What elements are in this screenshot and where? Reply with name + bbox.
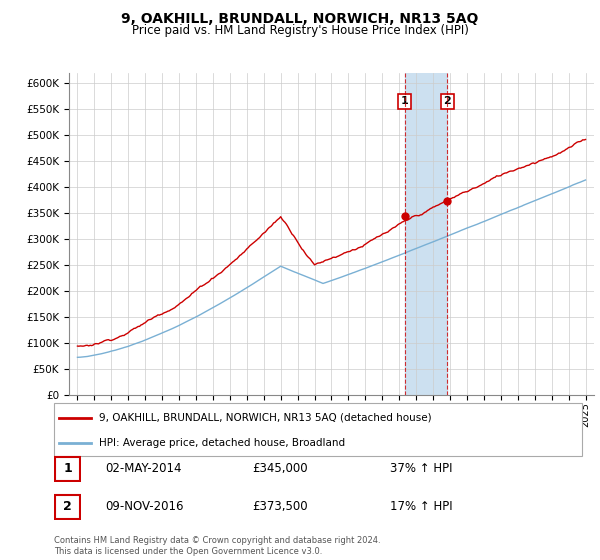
Text: £345,000: £345,000 bbox=[252, 462, 308, 475]
Text: £373,500: £373,500 bbox=[252, 500, 308, 514]
Text: 1: 1 bbox=[401, 96, 409, 106]
Text: 2: 2 bbox=[443, 96, 451, 106]
Text: 9, OAKHILL, BRUNDALL, NORWICH, NR13 5AQ (detached house): 9, OAKHILL, BRUNDALL, NORWICH, NR13 5AQ … bbox=[99, 413, 431, 423]
Text: Contains HM Land Registry data © Crown copyright and database right 2024.
This d: Contains HM Land Registry data © Crown c… bbox=[54, 536, 380, 556]
Text: Price paid vs. HM Land Registry's House Price Index (HPI): Price paid vs. HM Land Registry's House … bbox=[131, 24, 469, 36]
Bar bbox=[405, 73, 447, 395]
Text: 37% ↑ HPI: 37% ↑ HPI bbox=[390, 462, 452, 475]
Text: 2: 2 bbox=[63, 500, 72, 514]
Text: 9, OAKHILL, BRUNDALL, NORWICH, NR13 5AQ: 9, OAKHILL, BRUNDALL, NORWICH, NR13 5AQ bbox=[121, 12, 479, 26]
Text: 02-MAY-2014: 02-MAY-2014 bbox=[105, 462, 182, 475]
FancyBboxPatch shape bbox=[55, 494, 80, 519]
FancyBboxPatch shape bbox=[54, 403, 582, 456]
Text: HPI: Average price, detached house, Broadland: HPI: Average price, detached house, Broa… bbox=[99, 438, 345, 448]
Text: 1: 1 bbox=[63, 462, 72, 475]
Text: 09-NOV-2016: 09-NOV-2016 bbox=[105, 500, 184, 514]
Text: 17% ↑ HPI: 17% ↑ HPI bbox=[390, 500, 452, 514]
FancyBboxPatch shape bbox=[55, 456, 80, 481]
